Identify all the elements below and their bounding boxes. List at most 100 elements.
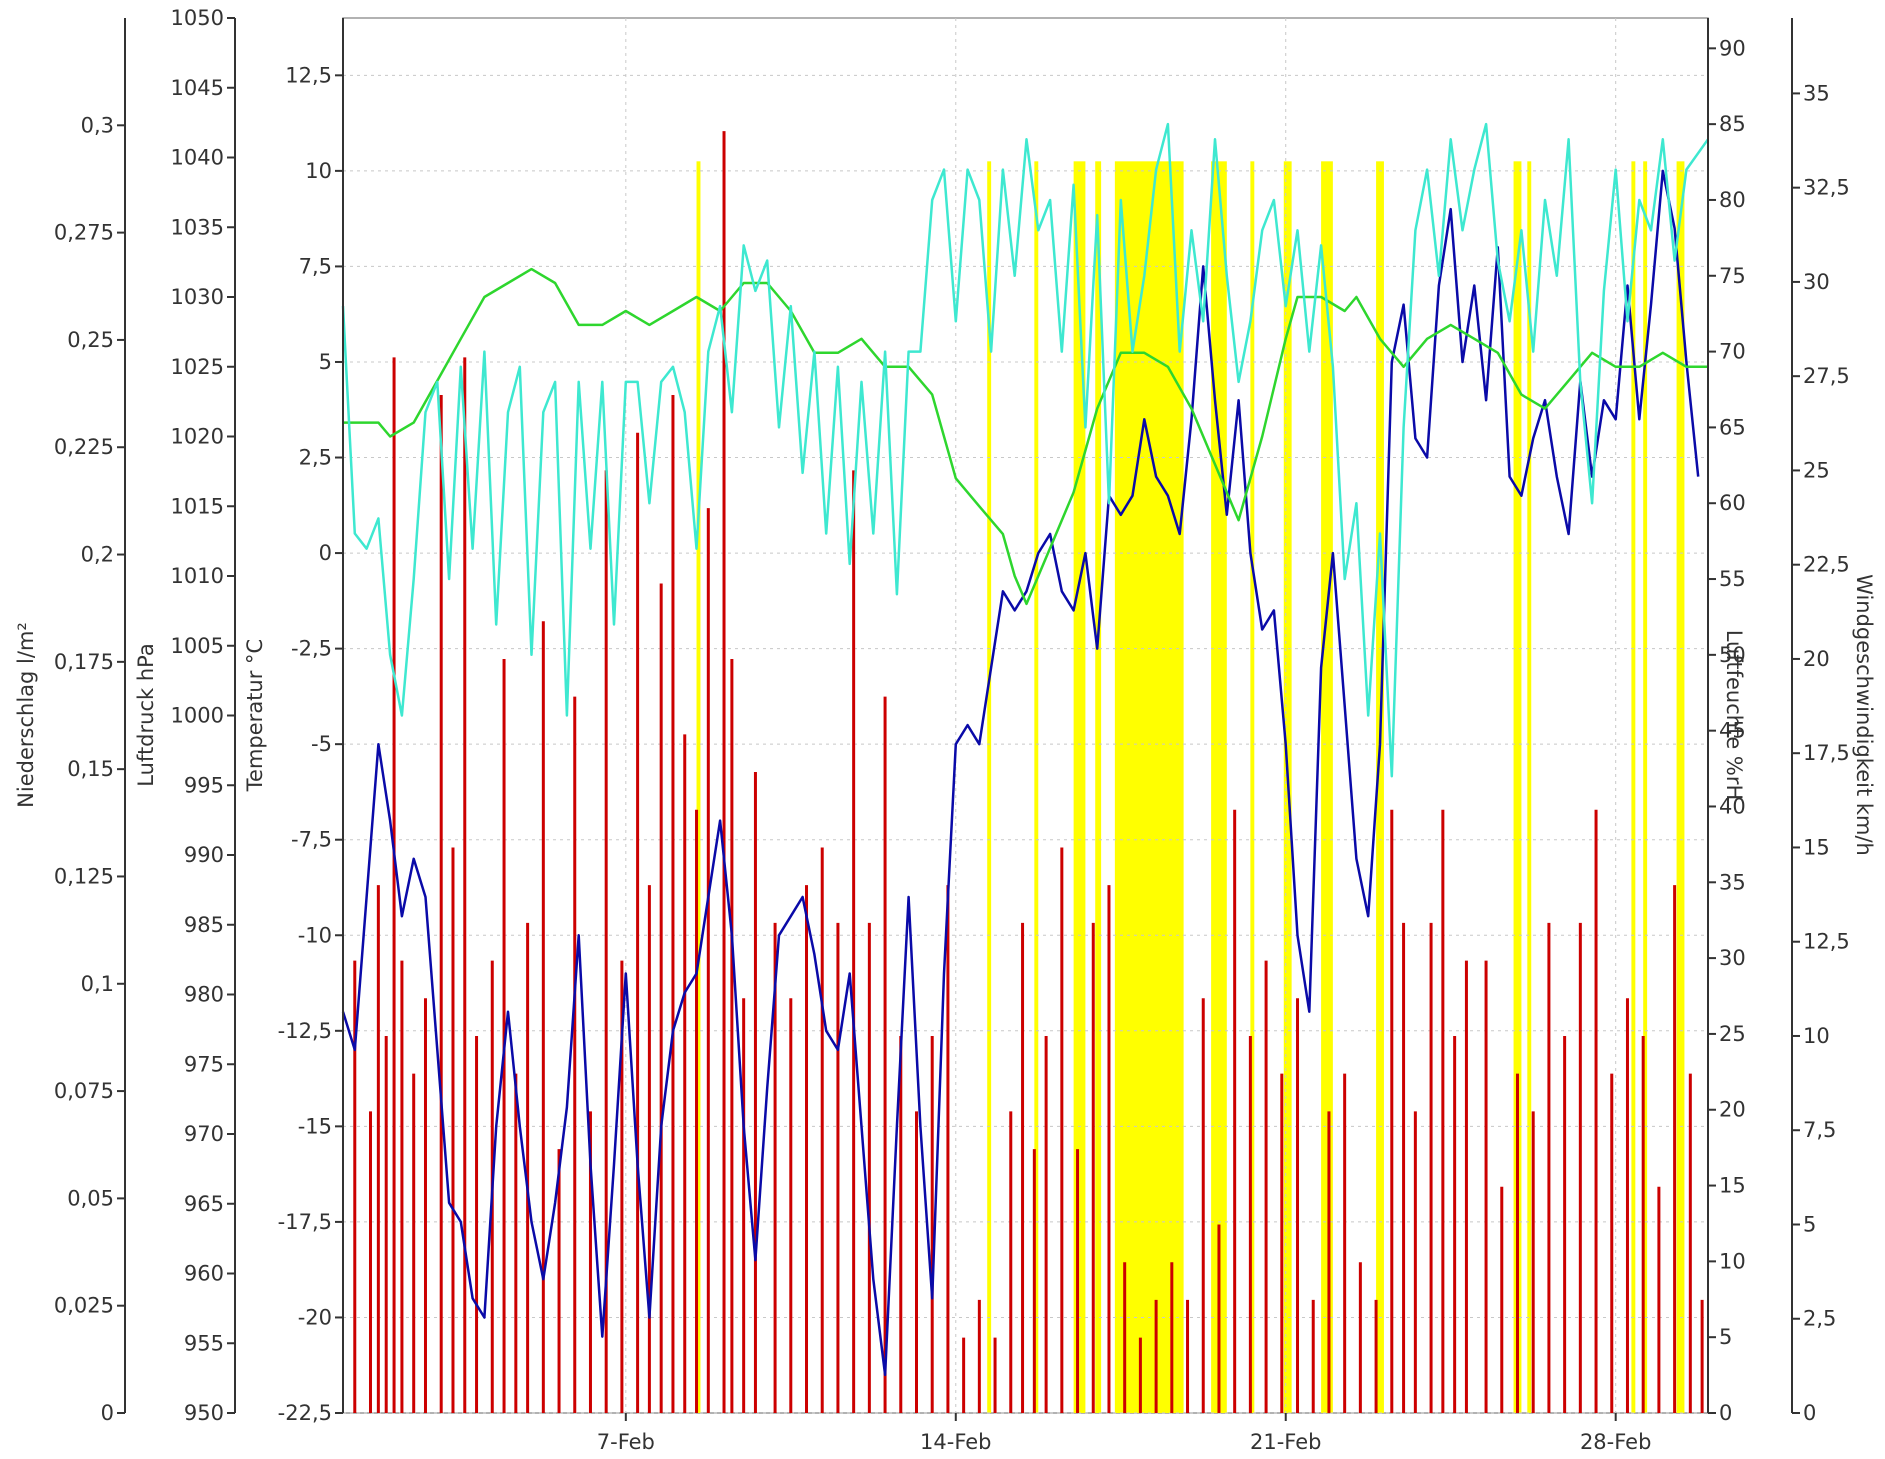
- pressure-tick-label: 1000: [171, 704, 224, 728]
- humidity-tick-label: 90: [1719, 36, 1746, 60]
- pressure-tick-label: 1035: [171, 215, 224, 239]
- sunshine-band: [1513, 161, 1522, 1414]
- humidity-tick-label: 60: [1719, 491, 1746, 515]
- wind-speed-series: [353, 131, 1704, 1413]
- pressure-tick-label: 1050: [171, 6, 224, 30]
- wind-tick-label: 15: [1803, 835, 1830, 859]
- precip-tick-label: 0,125: [54, 864, 114, 888]
- sunshine-band: [1114, 161, 1184, 1414]
- x-tick-label: 21-Feb: [1250, 1430, 1321, 1454]
- precip-tick-label: 0: [101, 1401, 114, 1425]
- wind-tick-label: 22,5: [1803, 553, 1850, 577]
- temperature-tick-label: 5: [319, 350, 332, 374]
- temperature-tick-label: -20: [298, 1305, 332, 1329]
- pressure-tick-label: 965: [184, 1192, 224, 1216]
- temperature-tick-label: -10: [298, 923, 332, 947]
- pressure-line: [343, 267, 1708, 606]
- precip-tick-label: 0,3: [81, 113, 114, 137]
- temperature-tick-label: 10: [305, 159, 332, 183]
- precip-tick-label: 0,225: [54, 435, 114, 459]
- temperature-tick-label: -15: [298, 1114, 332, 1138]
- precip-tick-label: 0,1: [81, 972, 114, 996]
- precip-tick-label: 0,15: [67, 757, 114, 781]
- pressure-tick-label: 1010: [171, 564, 224, 588]
- temperature-tick-label: -2,5: [291, 637, 332, 661]
- precip-tick-label: 0,275: [54, 221, 114, 245]
- axes: 7-Feb 14-Feb 21-Feb 28-Feb 0 0,025 0,05 0,075 0,…: [54, 6, 1850, 1454]
- grid-lines: [343, 18, 1708, 1414]
- x-tick-label: 7-Feb: [597, 1430, 655, 1454]
- precip-axis-title: Niederschlag l/m²: [14, 622, 38, 808]
- humidity-axis-title: Luftfeuchte %rH: [1722, 630, 1746, 801]
- temperature-tick-label: -7,5: [291, 828, 332, 852]
- plot-background: [342, 17, 1709, 1414]
- humidity-tick-label: 30: [1719, 946, 1746, 970]
- wind-tick-label: 35: [1803, 81, 1830, 105]
- sunshine-band: [1631, 161, 1636, 1414]
- wind-tick-label: 20: [1803, 647, 1830, 671]
- pressure-tick-label: 1015: [171, 494, 224, 518]
- pressure-tick-label: 955: [184, 1331, 224, 1355]
- humidity-tick-label: 55: [1719, 567, 1746, 591]
- precip-tick-label: 0,2: [81, 543, 114, 567]
- humidity-tick-label: 85: [1719, 112, 1746, 136]
- sunshine-band: [1095, 161, 1102, 1414]
- wind-tick-label: 32,5: [1803, 176, 1850, 200]
- humidity-tick-label: 70: [1719, 340, 1746, 364]
- pressure-tick-label: 960: [184, 1262, 224, 1286]
- humidity-tick-label: 10: [1719, 1249, 1746, 1273]
- pressure-tick-label: 1045: [171, 76, 224, 100]
- wind-tick-label: 25: [1803, 458, 1830, 482]
- humidity-tick-label: 15: [1719, 1174, 1746, 1198]
- sunshine-band: [1073, 161, 1086, 1414]
- pressure-tick-label: 990: [184, 843, 224, 867]
- pressure-axis-title: Luftdruck hPa: [134, 643, 158, 786]
- humidity-tick-label: 65: [1719, 415, 1746, 439]
- precip-tick-label: 0,025: [54, 1294, 114, 1318]
- humidity-tick-label: 50: [1719, 643, 1746, 667]
- wind-tick-label: 0: [1803, 1401, 1816, 1425]
- sunshine-band: [1250, 161, 1255, 1414]
- wind-tick-label: 12,5: [1803, 930, 1850, 954]
- humidity-tick-label: 5: [1719, 1325, 1732, 1349]
- precip-tick-label: 0,05: [67, 1186, 114, 1210]
- sunshine-band: [696, 161, 701, 1414]
- line-series: [341, 122, 1710, 1377]
- humidity-tick-label: 40: [1719, 794, 1746, 818]
- temperature-line: [341, 169, 1700, 1377]
- precip-tick-label: 0,25: [67, 328, 114, 352]
- pressure-tick-label: 975: [184, 1052, 224, 1076]
- temperature-tick-label: -22,5: [278, 1401, 332, 1425]
- wind-tick-label: 17,5: [1803, 741, 1850, 765]
- temperature-tick-label: -17,5: [278, 1210, 332, 1234]
- pressure-tick-label: 1040: [171, 146, 224, 170]
- x-tick-label: 28-Feb: [1580, 1430, 1651, 1454]
- humidity-tick-label: 0: [1719, 1401, 1732, 1425]
- sunshine-band: [987, 161, 992, 1414]
- humidity-tick-label: 20: [1719, 1098, 1746, 1122]
- pressure-tick-label: 1020: [171, 425, 224, 449]
- pressure-tick-label: 1025: [171, 355, 224, 379]
- temperature-tick-label: 12,5: [285, 63, 332, 87]
- temperature-tick-label: -12,5: [278, 1019, 332, 1043]
- pressure-tick-label: 970: [184, 1122, 224, 1146]
- pressure-tick-label: 950: [184, 1401, 224, 1425]
- wind-tick-label: 7,5: [1803, 1118, 1836, 1142]
- sunshine-band: [1527, 161, 1532, 1414]
- sunshine-band: [1676, 161, 1685, 1414]
- wind-tick-label: 30: [1803, 270, 1830, 294]
- precip-tick-label: 0,175: [54, 650, 114, 674]
- precip-tick-label: 0,075: [54, 1079, 114, 1103]
- pressure-tick-label: 980: [184, 983, 224, 1007]
- temperature-tick-label: 7,5: [299, 254, 332, 278]
- wind-tick-label: 2,5: [1803, 1307, 1836, 1331]
- humidity-line: [341, 122, 1710, 778]
- pressure-tick-label: 1030: [171, 285, 224, 309]
- wind-axis-title: Windgeschwindigkeit km/h: [1852, 574, 1876, 856]
- sunshine-band: [1643, 161, 1648, 1414]
- wind-tick-label: 10: [1803, 1024, 1830, 1048]
- humidity-tick-label: 45: [1719, 719, 1746, 743]
- pressure-tick-label: 985: [184, 913, 224, 937]
- humidity-tick-label: 25: [1719, 1022, 1746, 1046]
- x-tick-label: 14-Feb: [920, 1430, 991, 1454]
